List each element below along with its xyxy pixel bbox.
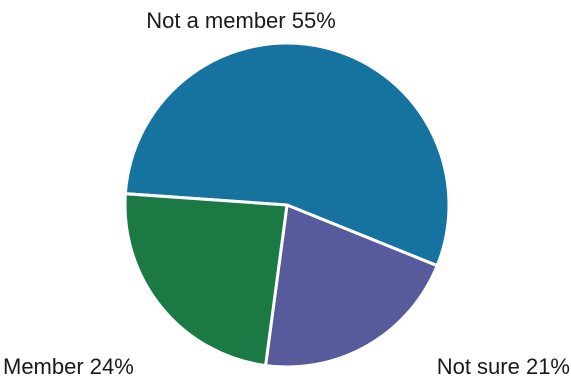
pie-slices	[123, 41, 451, 369]
slice-label-not-a-member: Not a member 55%	[146, 8, 336, 33]
slice-label-not-sure: Not sure 21%	[437, 354, 570, 379]
slice-not-sure	[264, 203, 439, 369]
slice-member	[123, 192, 289, 368]
slice-not-a-member	[123, 41, 451, 268]
slice-label-member: Member 24%	[3, 354, 134, 379]
pie-labels: Not a member 55% Not sure 21% Member 24%	[3, 8, 570, 379]
